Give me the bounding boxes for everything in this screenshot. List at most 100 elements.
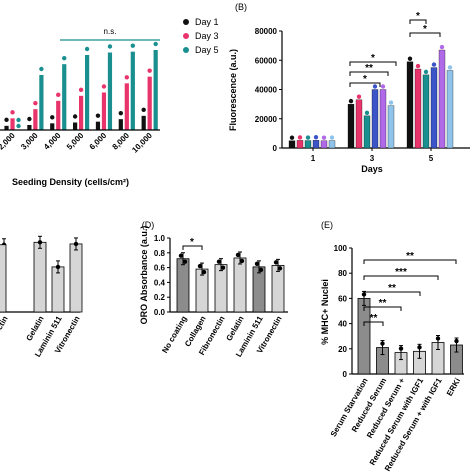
significance-label: *** bbox=[395, 267, 407, 278]
y-tick-label: 0.8 bbox=[154, 249, 166, 258]
bar-day-1 bbox=[73, 122, 78, 130]
x-tick-label: 4,000 bbox=[42, 131, 63, 152]
bar bbox=[414, 68, 422, 149]
y-tick-label: 0.0 bbox=[154, 308, 166, 317]
significance-bracket bbox=[349, 61, 397, 66]
data-point bbox=[220, 265, 226, 270]
bar-day-5 bbox=[85, 55, 90, 130]
data-point bbox=[216, 259, 222, 264]
legend-marker bbox=[183, 47, 189, 53]
data-point bbox=[273, 260, 279, 265]
bar bbox=[233, 257, 247, 313]
y-tick-label: 0.4 bbox=[154, 278, 166, 287]
data-point bbox=[380, 84, 386, 89]
panel-b: (B) 0 20000 40000 60000 80000 Fluorescence (a.… bbox=[228, 2, 470, 174]
bar-day-1 bbox=[118, 119, 123, 130]
bar-day-1 bbox=[4, 125, 9, 130]
legend-label: Day 1 bbox=[195, 17, 219, 27]
bar-day-1 bbox=[50, 123, 55, 130]
data-point bbox=[56, 92, 61, 98]
data-point bbox=[62, 55, 67, 61]
bar bbox=[214, 264, 228, 313]
data-point bbox=[4, 117, 9, 123]
bar-day-1 bbox=[95, 121, 101, 130]
data-point bbox=[182, 259, 188, 264]
data-point bbox=[388, 100, 394, 105]
data-point bbox=[178, 253, 184, 258]
data-point bbox=[107, 44, 113, 49]
panel-d: (D) 0.0 0.2 0.4 0.6 0.8 1.0 ORO Absorbance (a.u… bbox=[139, 220, 288, 359]
data-point bbox=[297, 135, 303, 140]
bar-day-3 bbox=[124, 83, 129, 130]
bar bbox=[33, 241, 47, 313]
data-point bbox=[10, 110, 15, 115]
x-tick-label: 10,000 bbox=[130, 131, 154, 155]
y-tick-label: 1.0 bbox=[154, 234, 166, 243]
bar bbox=[446, 70, 454, 149]
significance-bracket bbox=[349, 71, 389, 76]
data-point bbox=[415, 63, 421, 69]
ns-label: n.s. bbox=[104, 27, 117, 36]
bar-day-5 bbox=[153, 50, 158, 130]
data-point bbox=[16, 123, 21, 129]
data-point bbox=[118, 110, 124, 116]
significance-bracket bbox=[349, 82, 381, 87]
y-tick-label: 80 bbox=[338, 269, 347, 278]
x-tick-label: 3 bbox=[370, 154, 375, 163]
panel-label: (E) bbox=[321, 220, 333, 230]
bar-day-5 bbox=[39, 75, 44, 130]
data-point bbox=[84, 46, 90, 52]
data-point bbox=[39, 66, 44, 72]
data-point bbox=[95, 113, 101, 118]
significance-label: ** bbox=[370, 313, 378, 324]
data-point bbox=[305, 135, 311, 140]
legend-marker bbox=[183, 19, 189, 25]
data-point bbox=[364, 110, 370, 116]
data-point bbox=[277, 266, 283, 271]
y-axis-title: ORO Absorbance (a.u.) bbox=[139, 226, 149, 325]
significance-bracket bbox=[182, 245, 203, 250]
bar bbox=[312, 140, 320, 149]
significance-label: * bbox=[416, 11, 420, 22]
significance-bracket bbox=[409, 32, 441, 37]
data-point bbox=[423, 69, 429, 75]
x-axis-title: Days bbox=[361, 164, 383, 174]
x-tick-label: ERKi bbox=[445, 377, 462, 398]
bar bbox=[371, 89, 379, 149]
significance-bracket bbox=[363, 321, 384, 326]
bar bbox=[387, 105, 395, 149]
data-point bbox=[235, 252, 241, 258]
significance-label: ** bbox=[379, 298, 387, 309]
x-tick-label: 6,000 bbox=[88, 131, 109, 152]
bar bbox=[51, 266, 65, 313]
significance-label: ** bbox=[365, 63, 373, 74]
bar bbox=[430, 67, 438, 149]
bar bbox=[288, 140, 296, 149]
bar-day-3 bbox=[147, 76, 152, 130]
x-axis-title: Seeding Density (cells/cm²) bbox=[12, 177, 129, 187]
bar-day-3 bbox=[56, 100, 61, 130]
significance-bracket bbox=[363, 259, 457, 264]
x-tick-label: 8,000 bbox=[111, 131, 132, 152]
bar-day-5 bbox=[130, 51, 135, 130]
x-tick-label: No coating bbox=[160, 314, 189, 354]
data-point bbox=[33, 100, 38, 106]
data-point bbox=[147, 68, 152, 73]
data-point bbox=[27, 116, 32, 122]
data-point bbox=[372, 84, 378, 89]
y-tick-label: 40 bbox=[338, 320, 347, 329]
legend-marker bbox=[183, 33, 189, 39]
data-point bbox=[348, 98, 354, 104]
significance-bracket bbox=[409, 19, 427, 24]
data-point bbox=[16, 117, 21, 123]
bar bbox=[69, 243, 83, 313]
x-tick-label: 1 bbox=[311, 154, 316, 163]
bar bbox=[304, 140, 312, 149]
data-point bbox=[289, 135, 295, 140]
bar-day-5 bbox=[107, 52, 113, 130]
data-point bbox=[72, 114, 78, 119]
y-tick-label: 100 bbox=[334, 244, 348, 253]
bar bbox=[296, 140, 304, 149]
